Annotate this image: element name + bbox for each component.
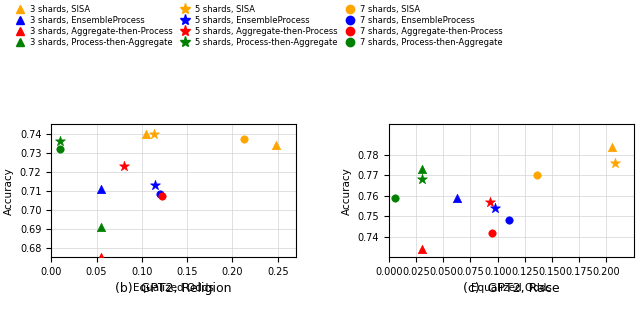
Point [490, 206, 500, 210]
Title: (c)  GPT2, Race: (c) GPT2, Race [463, 281, 559, 294]
Point [150, 183, 161, 188]
Point [607, 144, 617, 149]
Point [55, 146, 65, 151]
Point [452, 195, 463, 200]
Y-axis label: Accuracy: Accuracy [4, 167, 14, 215]
X-axis label: Equalized Odds: Equalized Odds [471, 283, 552, 293]
Point [610, 161, 620, 166]
Point [96, 224, 106, 229]
Point [485, 199, 495, 204]
Y-axis label: Accuracy: Accuracy [342, 167, 352, 215]
Point [417, 247, 427, 252]
Point [141, 131, 152, 136]
Point [96, 186, 106, 191]
Point [504, 218, 514, 223]
Point [390, 195, 401, 200]
Point [55, 139, 65, 144]
Point [148, 131, 159, 136]
X-axis label: Equalized Odds: Equalized Odds [133, 283, 214, 293]
Point [157, 194, 167, 199]
Point [96, 255, 106, 260]
Point [155, 192, 165, 197]
Title: (b)  GPT2, Religion: (b) GPT2, Religion [115, 281, 232, 294]
Point [487, 230, 497, 235]
Point [417, 177, 427, 182]
Point [239, 137, 250, 142]
Legend: 3 shards, SISA, 3 shards, EnsembleProcess, 3 shards, Aggregate-then-Process, 3 s: 3 shards, SISA, 3 shards, EnsembleProces… [11, 4, 504, 48]
Point [417, 167, 427, 172]
Point [532, 173, 542, 178]
Point [271, 143, 281, 148]
Point [118, 163, 129, 168]
